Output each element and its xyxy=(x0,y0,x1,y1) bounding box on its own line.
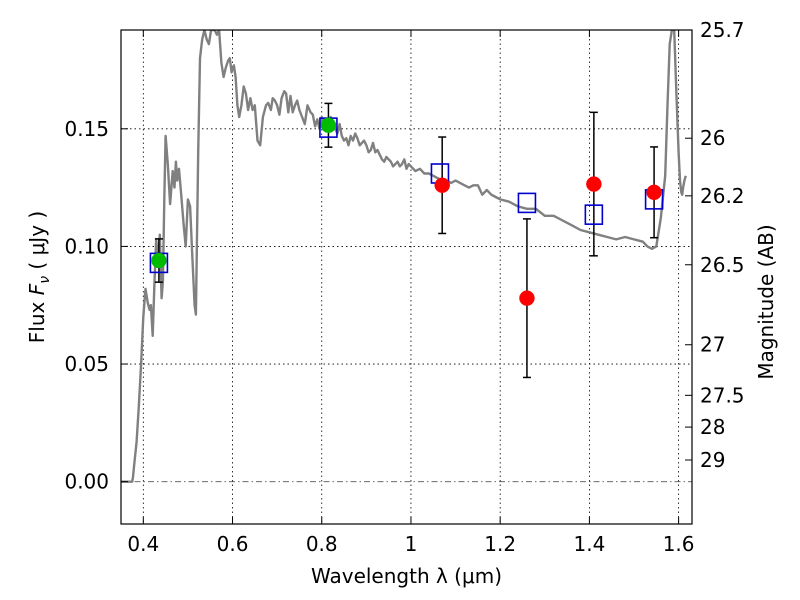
tick-label-layer: 0.4 0.6 0.8 1 1.2 1.4 1.6 0.00 0.05 0.10 0.15 25.7 2… xyxy=(64,18,744,556)
y-axis-title-prefix: Flux xyxy=(25,295,49,343)
x-tick-label: 1.2 xyxy=(484,532,516,556)
y-tick-label: 0.15 xyxy=(64,117,109,141)
y-axis-title-subscript: ν xyxy=(37,276,53,284)
data-point xyxy=(646,184,662,201)
right-axis-title: Magnitude (AB) xyxy=(754,224,778,379)
data-point xyxy=(434,177,450,194)
x-tick-label: 1 xyxy=(405,532,418,556)
plot-area xyxy=(121,30,687,483)
data-point xyxy=(519,290,535,306)
x-tick-label: 0.6 xyxy=(217,532,249,556)
right-tick-label: 27 xyxy=(700,333,725,357)
x-tick-label: 1.6 xyxy=(663,532,695,556)
y-tick-label: 0.10 xyxy=(64,234,109,258)
y-axis-title-symbol: F xyxy=(25,283,49,295)
y-tick-label: 0.00 xyxy=(64,470,109,494)
tick-layer xyxy=(121,29,692,524)
plot-frame xyxy=(120,29,693,525)
data-point xyxy=(320,117,337,134)
right-tick-label: 28 xyxy=(700,415,725,439)
right-tick-label: 25.7 xyxy=(700,18,745,42)
x-tick-label: 0.4 xyxy=(127,532,159,556)
data-point xyxy=(586,176,602,192)
right-tick-label: 27.5 xyxy=(700,383,745,407)
right-tick-label: 26 xyxy=(700,126,725,150)
x-tick-label: 1.4 xyxy=(573,532,605,556)
x-axis-title: Wavelength λ (μm) xyxy=(311,564,502,588)
observed-points xyxy=(151,117,662,306)
right-tick-label: 26.2 xyxy=(700,184,745,208)
model-flux-square xyxy=(517,192,537,214)
right-tick-label: 26.5 xyxy=(700,253,745,277)
y-axis-title: Flux Fν ( μJy ) xyxy=(25,211,53,343)
grid-layer xyxy=(121,30,692,524)
y-tick-label: 0.05 xyxy=(64,352,109,376)
data-point xyxy=(151,252,167,269)
model-flux-square xyxy=(584,204,604,225)
x-tick-label: 0.8 xyxy=(306,532,338,556)
right-tick-label: 29 xyxy=(700,448,725,472)
y-axis-title-suffix: ( μJy ) xyxy=(25,211,49,276)
